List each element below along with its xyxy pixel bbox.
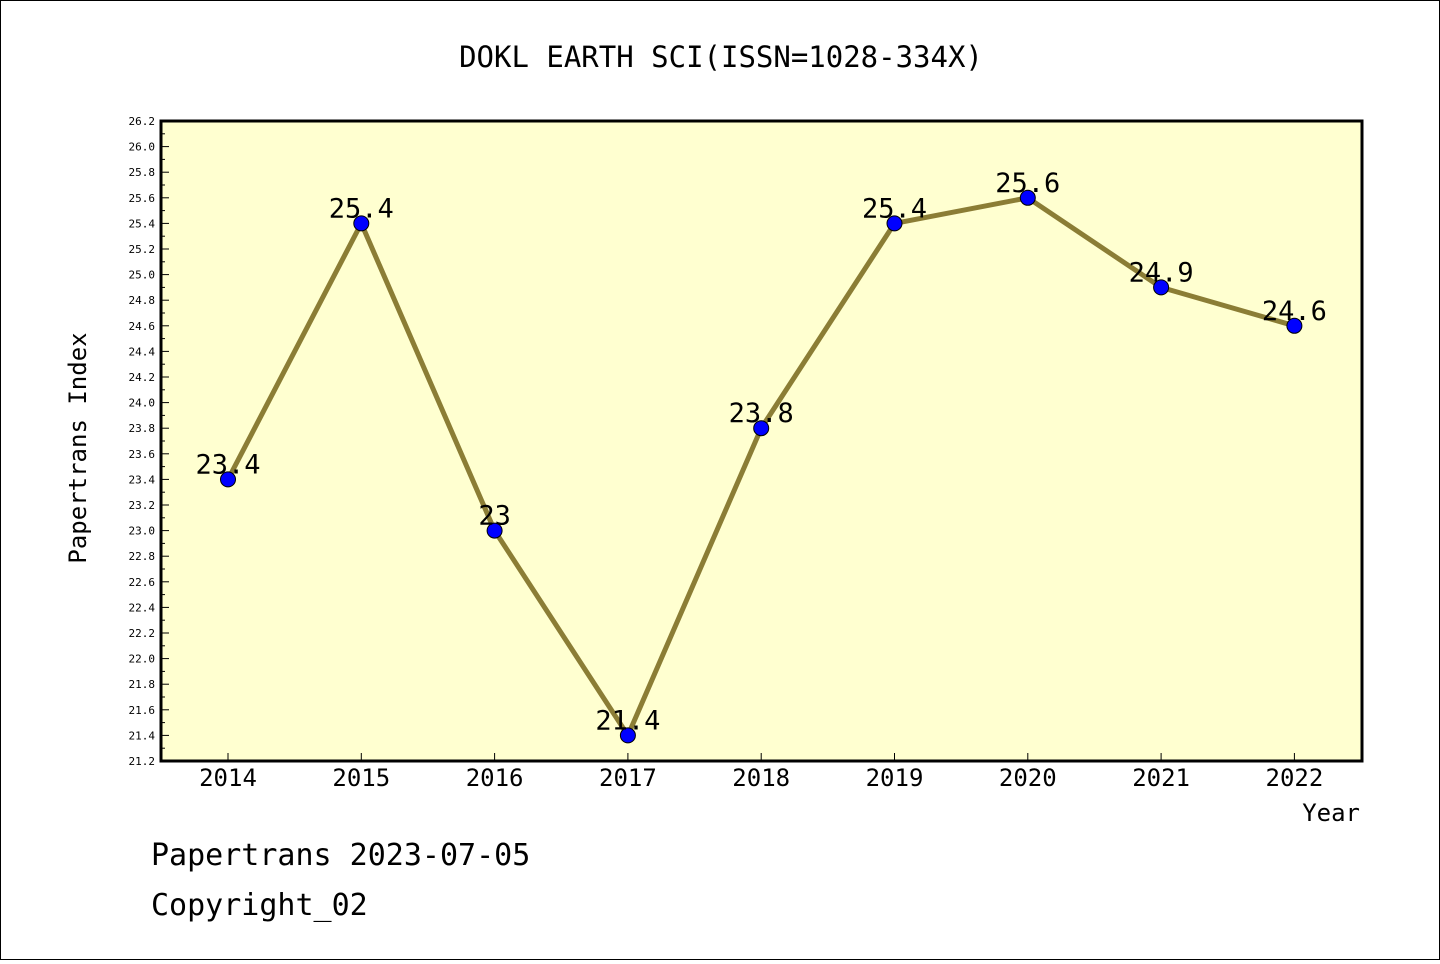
y-tick-label: 24.2 [129,371,156,384]
data-point [1286,317,1303,334]
y-tick-label: 22.8 [129,550,156,563]
plot-border [159,119,1364,763]
data-point [486,522,503,539]
y-tick-label: 25.8 [129,166,156,179]
y-tick-label: 24.0 [129,397,156,410]
data-label: 25.4 [329,193,394,224]
y-tick-label: 22.2 [129,627,156,640]
y-tick-label: 22.4 [129,601,156,614]
y-tick-label: 26.0 [129,141,156,154]
y-tick-label: 23.8 [129,422,156,435]
y-tick-label: 22.0 [129,653,156,666]
y-tick-label: 23.0 [129,525,156,538]
x-tick-label: 2015 [332,764,390,792]
data-point [886,215,903,232]
y-tick-label: 25.6 [129,192,156,205]
y-tick-label: 21.2 [129,755,156,768]
data-label: 21.4 [595,705,660,736]
y-tick-label: 23.4 [129,473,156,486]
y-tick-label: 24.8 [129,294,156,307]
data-label: 23.8 [729,398,794,429]
footer-date: Papertrans 2023-07-05 [151,838,530,873]
data-label: 24.9 [1129,257,1194,288]
footer-copyright: Copyright_02 [151,888,368,923]
y-axis-label: Papertrans Index [64,332,92,563]
x-tick-label: 2021 [1132,764,1190,792]
data-point [753,420,770,437]
x-tick-label: 2018 [732,764,790,792]
y-tick-label: 25.4 [129,217,156,230]
x-tick-label: 2017 [599,764,657,792]
series-line-group: 23.4 25.4 23 21.4 23.8 25.4 25.6 24.9 24.6 [195,168,1327,744]
y-tick-label: 21.4 [129,729,156,742]
y-tick-label: 24.4 [129,345,156,358]
chart-title: DOKL EARTH SCI(ISSN=1028-334X) [459,40,983,74]
x-axis-ticks: 2014 2015 2016 2017 2018 2019 2020 2021 2022 [199,753,1323,792]
data-label: 25.6 [995,168,1060,199]
data-label: 24.6 [1262,296,1327,327]
y-tick-label: 21.8 [129,678,156,691]
data-point [619,727,636,744]
data-point [353,215,370,232]
data-label: 23 [478,501,511,532]
data-point [1019,189,1036,206]
y-tick-label: 25.0 [129,269,156,282]
y-tick-label: 22.6 [129,576,156,589]
x-axis-label: Year [1302,799,1360,827]
y-tick-label: 23.2 [129,499,156,512]
x-tick-label: 2019 [866,764,924,792]
y-tick-label: 25.2 [129,243,156,256]
x-tick-label: 2016 [466,764,524,792]
data-label: 23.4 [195,449,260,480]
x-tick-label: 2022 [1266,764,1324,792]
x-tick-label: 2020 [999,764,1057,792]
y-tick-label: 21.6 [129,704,156,717]
data-label: 25.4 [862,193,927,224]
x-tick-label: 2014 [199,764,257,792]
data-point [220,471,236,488]
y-tick-label: 26.2 [129,115,156,128]
y-axis-ticks: 21.2 21.4 21.6 21.8 22.0 22.2 22.4 22.6 22.8 23.0… [129,115,169,768]
y-tick-label: 23.6 [129,448,156,461]
y-tick-label: 24.6 [129,320,156,333]
data-point [1153,279,1170,296]
